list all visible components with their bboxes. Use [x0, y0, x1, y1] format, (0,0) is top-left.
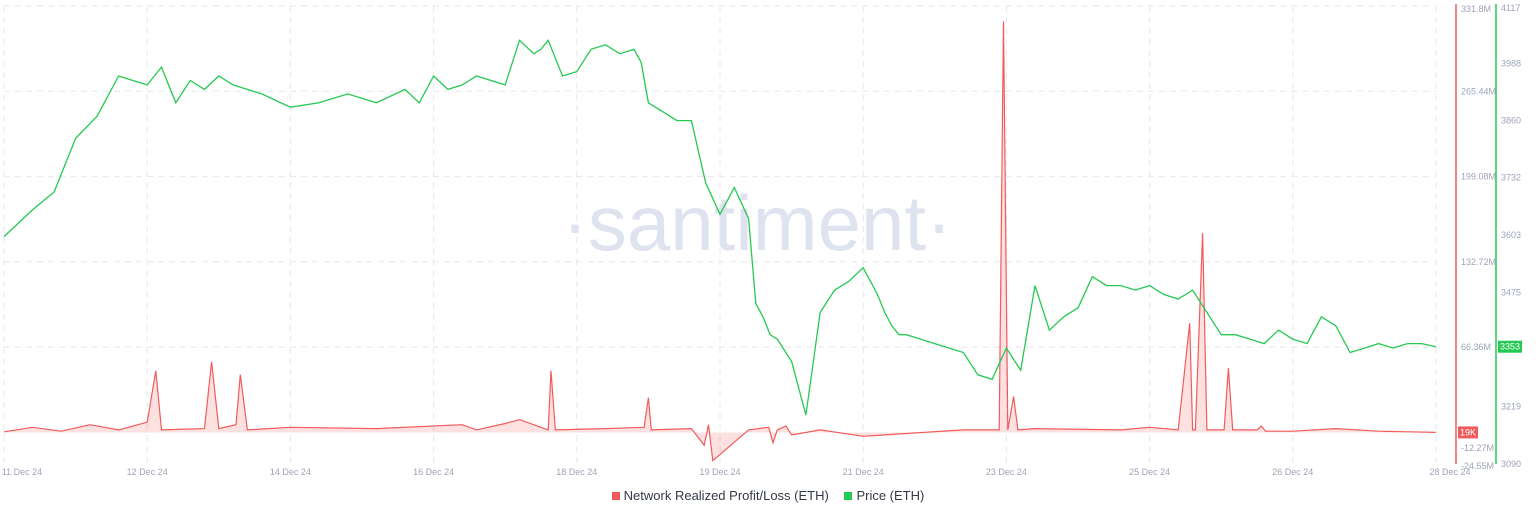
right-tick-label: 3860	[1501, 116, 1521, 126]
price-current-value: 3353	[1500, 342, 1520, 352]
axes	[1455, 4, 1497, 464]
x-tick-label: 14 Dec 24	[270, 467, 311, 477]
legend-label-profit-loss: Network Realized Profit/Loss (ETH)	[623, 488, 829, 503]
x-tick-label: 12 Dec 24	[127, 467, 168, 477]
x-tick-label: 18 Dec 24	[556, 467, 597, 477]
axis-ticks: 11 Dec 24 12 Dec 24 14 Dec 24 16 Dec 24 18 D…	[2, 3, 1521, 477]
right-tick-label: 3475	[1501, 287, 1521, 297]
profit-loss-swatch	[611, 492, 620, 500]
left-tick-label: -24.55M	[1461, 461, 1494, 471]
right-tick-label: 3090	[1501, 459, 1521, 469]
legend: Network Realized Profit/Loss (ETH) Price…	[0, 488, 1536, 503]
x-tick-label: 16 Dec 24	[413, 467, 454, 477]
left-tick-label: 199.08M	[1461, 172, 1496, 182]
right-tick-label: 3988	[1501, 59, 1521, 69]
grid-lines	[3, 5, 1437, 464]
series-layer	[3, 21, 1437, 462]
right-tick-label: 3219	[1501, 401, 1521, 411]
right-tick-label: 3732	[1501, 173, 1521, 183]
left-tick-label: -12.27M	[1461, 443, 1494, 453]
price-swatch	[844, 492, 853, 500]
x-tick-label: 28 Dec 24	[1429, 467, 1470, 477]
left-tick-label: 331.8M	[1461, 4, 1491, 14]
legend-item-profit-loss[interactable]: Network Realized Profit/Loss (ETH)	[611, 488, 829, 503]
x-tick-label: 23 Dec 24	[986, 467, 1027, 477]
profit-loss-current-value: 19K	[1460, 427, 1476, 437]
left-tick-label: 132.72M	[1461, 257, 1496, 267]
profit-loss-line	[3, 21, 1437, 462]
left-tick-label: 66.36M	[1461, 342, 1491, 352]
x-tick-label: 21 Dec 24	[843, 467, 884, 477]
x-tick-label: 25 Dec 24	[1129, 467, 1170, 477]
x-tick-label: 26 Dec 24	[1272, 467, 1313, 477]
right-tick-label: 4117	[1501, 3, 1520, 13]
chart-svg: ·santiment· 11 Dec 24 12 Dec 24 14 Dec 24 1…	[2, 3, 1522, 477]
x-tick-label: 11 Dec 24	[2, 467, 42, 477]
price-current-badge	[1498, 340, 1522, 353]
x-tick-label: 19 Dec 24	[699, 467, 740, 477]
profit-loss-current-badge	[1458, 426, 1478, 439]
right-tick-label: 3603	[1501, 230, 1521, 240]
left-tick-label: 265.44M	[1461, 86, 1496, 96]
watermark: ·santiment·	[562, 179, 952, 267]
legend-label-price: Price (ETH)	[856, 488, 925, 503]
value-badges: 19K 3353	[1458, 340, 1522, 439]
price-line	[3, 39, 1437, 416]
legend-item-price[interactable]: Price (ETH)	[844, 488, 924, 503]
